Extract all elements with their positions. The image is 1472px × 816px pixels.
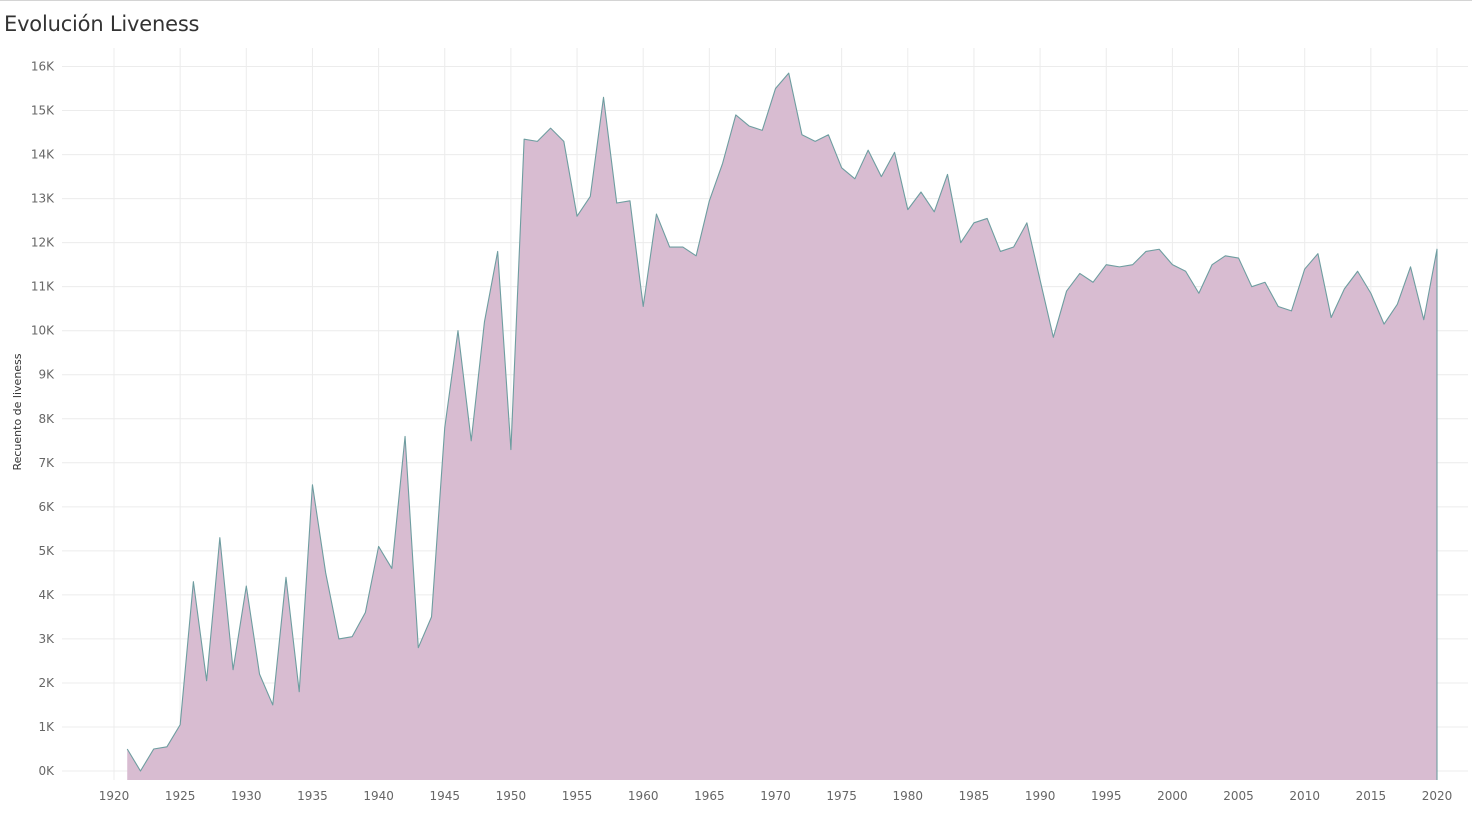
y-tick-label: 1K [38,720,55,734]
x-tick-label: 1920 [99,789,130,803]
y-tick-label: 8K [38,412,55,426]
x-tick-label: 1980 [893,789,924,803]
x-tick-label: 1975 [826,789,857,803]
y-tick-label: 9K [38,368,55,382]
x-tick-label: 1950 [496,789,527,803]
x-tick-label: 1940 [363,789,394,803]
chart-title: Evolución Liveness [4,12,200,36]
x-tick-label: 1960 [628,789,659,803]
x-tick-label: 1930 [231,789,262,803]
x-tick-label: 1985 [959,789,990,803]
y-tick-label: 10K [31,324,55,338]
x-tick-label: 2005 [1223,789,1254,803]
y-tick-label: 15K [31,104,55,118]
x-tick-label: 2020 [1422,789,1453,803]
y-tick-label: 7K [38,456,55,470]
x-tick-label: 1990 [1025,789,1056,803]
x-tick-label: 1925 [165,789,196,803]
liveness-area [127,73,1438,781]
y-tick-label: 14K [31,148,55,162]
y-tick-label: 12K [31,236,55,250]
y-tick-label: 6K [38,500,55,514]
y-tick-label: 0K [38,764,55,778]
x-tick-label: 1995 [1091,789,1122,803]
y-axis-title: Recuento de liveness [11,353,24,470]
x-tick-label: 1945 [429,789,460,803]
top-border [0,0,1472,1]
x-tick-label: 1965 [694,789,725,803]
x-tick-label: 1935 [297,789,328,803]
y-tick-label: 13K [31,192,55,206]
y-tick-label: 11K [31,280,55,294]
y-tick-label: 3K [38,632,55,646]
x-tick-label: 1970 [760,789,791,803]
y-tick-label: 5K [38,544,55,558]
x-tick-label: 2015 [1356,789,1387,803]
x-tick-label: 2010 [1289,789,1320,803]
y-tick-label: 2K [38,676,55,690]
x-tick-label: 1955 [562,789,593,803]
y-tick-label: 4K [38,588,55,602]
y-axis-tick-labels: 0K 1K 2K 3K 4K 5K 6K 7K 8K 9K 10K 11K 12K 13K 14K 15K 16… [31,60,55,778]
y-tick-label: 16K [31,60,55,74]
liveness-line [126,72,1438,780]
x-axis-tick-labels: 1920 1925 1930 1935 1940 1945 1950 1955 1960 1965… [99,789,1453,803]
x-tick-label: 2000 [1157,789,1188,803]
